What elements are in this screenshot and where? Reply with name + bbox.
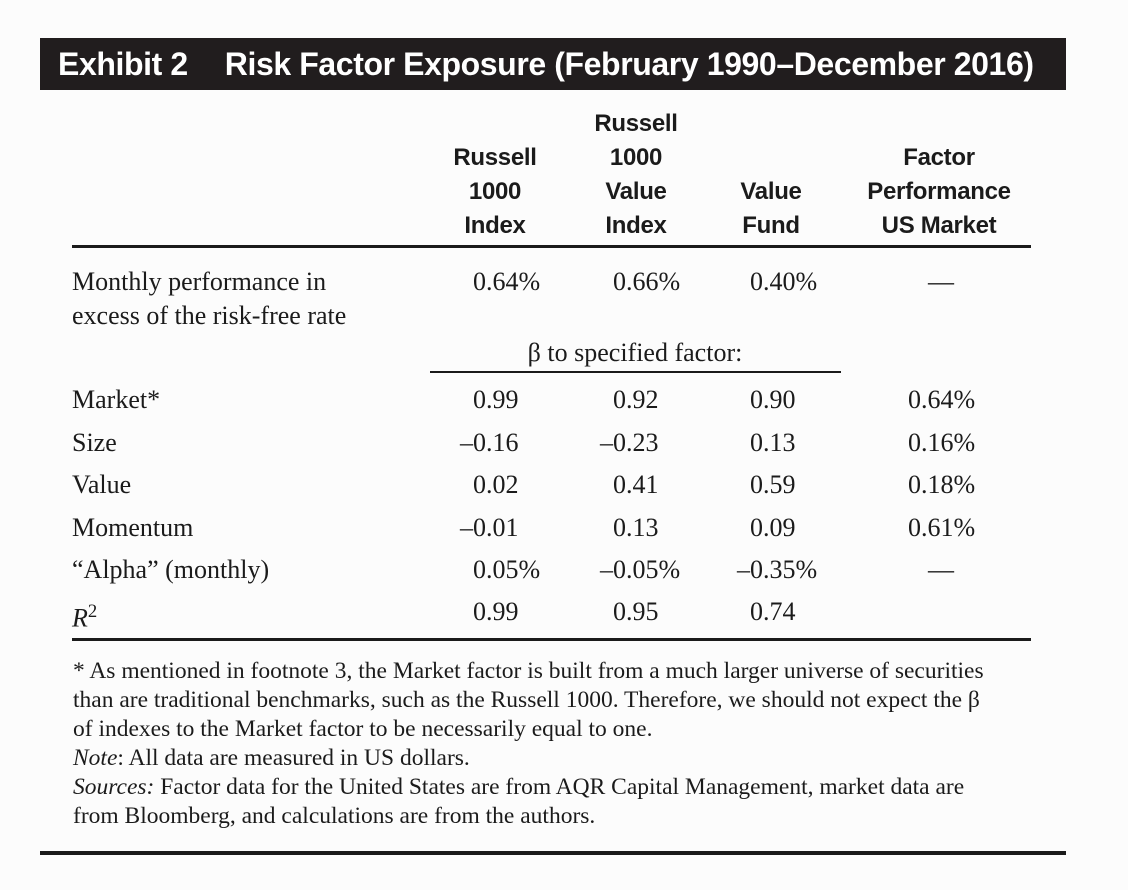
column-header-russell-1000-value-index: Russell 1000 Value Index	[594, 107, 678, 243]
note-label: Note	[73, 745, 118, 771]
column-header-russell-1000-index: Russell 1000 Index	[453, 141, 537, 243]
cell-value: 0.99	[473, 385, 519, 414]
cell-value: 0.05%	[473, 555, 541, 584]
cell-value: 0.64%	[908, 385, 976, 414]
header-line: Index	[605, 212, 667, 239]
cell-value: 0.74	[750, 597, 796, 626]
cell-value: 0.95	[613, 597, 659, 626]
exhibit-title: Risk Factor Exposure (February 1990–Dece…	[224, 45, 1034, 82]
header-line: Performance	[867, 178, 1011, 205]
cell-value: —	[928, 267, 954, 296]
row-label: Monthly performance in excess of the ris…	[72, 265, 346, 333]
cell-value: 0.13	[750, 428, 796, 457]
header-line: Value	[740, 178, 802, 205]
cell-value: –0.23	[600, 428, 659, 457]
row-label: “Alpha” (monthly)	[72, 555, 270, 584]
exhibit-number: Exhibit 2	[58, 45, 188, 82]
cell-value: 0.92	[613, 385, 659, 414]
row-label: Market*	[72, 385, 161, 414]
column-header-value-fund: Value Fund	[740, 175, 802, 243]
r-squared-base: R	[72, 603, 88, 633]
asterisk-footnote-line: than are traditional benchmarks, such as…	[73, 687, 980, 713]
row-label: Size	[72, 428, 117, 457]
exhibit-title-bar: Exhibit 2 Risk Factor Exposure (February…	[40, 38, 1066, 90]
cell-value: 0.90	[750, 385, 796, 414]
note-line: Note: All data are measured in US dollar…	[73, 744, 1068, 773]
sources-text: Factor data for the United States are fr…	[154, 774, 965, 800]
header-line: Factor	[903, 144, 975, 171]
beta-section-underline	[430, 371, 841, 373]
cell-value: 0.99	[473, 597, 519, 626]
cell-value: –0.05%	[600, 555, 681, 584]
row-label-line: Monthly performance in	[72, 267, 327, 296]
header-line: Russell	[453, 144, 537, 171]
asterisk-footnote-line: of indexes to the Market factor to be ne…	[73, 716, 653, 742]
row-label: R2	[72, 595, 97, 636]
page-bottom-rule	[40, 851, 1066, 855]
row-label: Momentum	[72, 513, 194, 542]
sources-line: Sources: Factor data for the United Stat…	[73, 773, 1068, 802]
header-line: Index	[464, 212, 526, 239]
cell-value: 0.64%	[473, 267, 541, 296]
header-line: Value	[605, 178, 667, 205]
cell-value: 0.02	[473, 470, 519, 499]
cell-value: –0.35%	[737, 555, 818, 584]
footnotes: * As mentioned in footnote 3, the Market…	[73, 657, 1068, 831]
header-line: 1000	[468, 178, 522, 205]
r-squared-exponent: 2	[87, 601, 98, 622]
note-text: : All data are measured in US dollars.	[117, 745, 470, 771]
cell-value: –0.16	[460, 428, 519, 457]
cell-value: 0.16%	[908, 428, 976, 457]
cell-value: 0.40%	[750, 267, 818, 296]
header-line: 1000	[609, 144, 663, 171]
cell-value: —	[928, 555, 954, 584]
header-line: Russell	[594, 110, 678, 137]
cell-value: 0.18%	[908, 470, 976, 499]
beta-section-header: β to specified factor:	[527, 338, 743, 367]
sources-label: Sources:	[73, 774, 155, 800]
cell-value: 0.09	[750, 513, 796, 542]
column-header-factor-performance-us-market: Factor Performance US Market	[867, 141, 1011, 243]
cell-value: –0.01	[460, 513, 519, 542]
sources-line: from Bloomberg, and calculations are fro…	[73, 803, 596, 829]
table-top-rule	[72, 245, 1031, 248]
row-label: Value	[72, 470, 132, 499]
asterisk-footnote-line: * As mentioned in footnote 3, the Market…	[73, 658, 984, 684]
cell-value: 0.66%	[613, 267, 681, 296]
header-line: US Market	[881, 212, 997, 239]
row-label-line: excess of the risk-free rate	[72, 301, 347, 330]
header-line: Fund	[742, 212, 800, 239]
cell-value: 0.13	[613, 513, 659, 542]
table-bottom-rule	[72, 638, 1031, 641]
cell-value: 0.59	[750, 470, 796, 499]
cell-value: 0.61%	[908, 513, 976, 542]
cell-value: 0.41	[613, 470, 659, 499]
